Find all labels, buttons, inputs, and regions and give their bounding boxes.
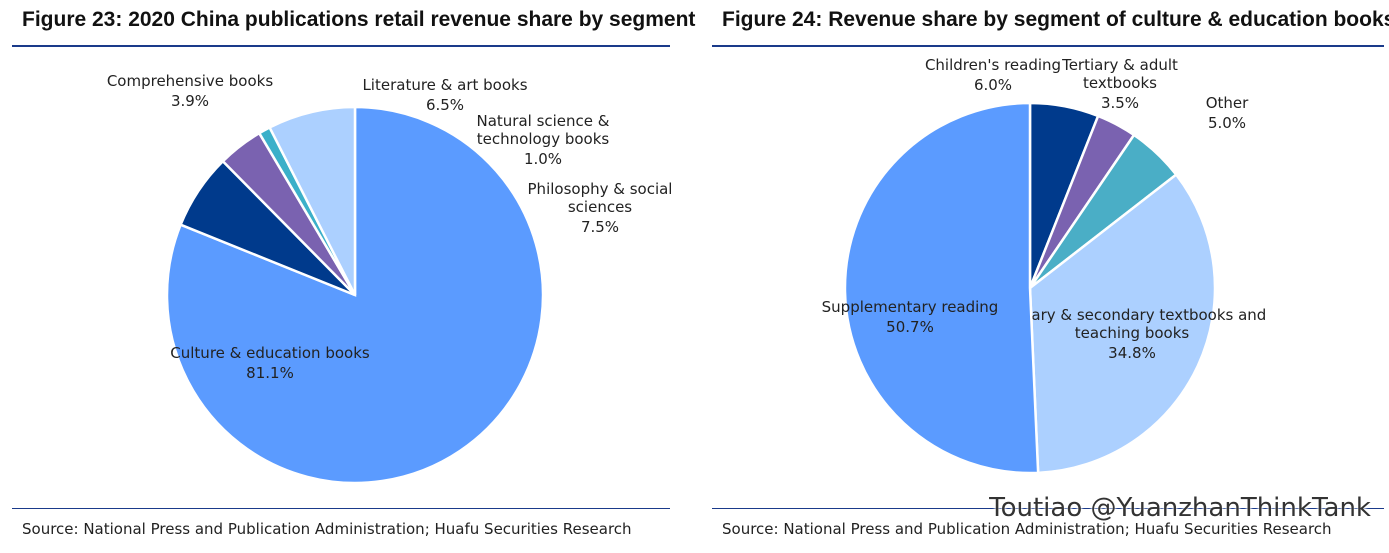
slice-label: Primary & secondary textbooks and teachin… (998, 306, 1267, 362)
title-underline (12, 45, 670, 47)
slice-value-label: 81.1% (246, 364, 294, 382)
slice-value-label: 6.0% (974, 76, 1012, 94)
slice-value-label: 5.0% (1208, 114, 1246, 132)
chart-panel-right: Figure 24: Revenue share by segment of c… (700, 0, 1389, 553)
slice-label: Other 5.0% (1206, 94, 1249, 132)
chart-panel-left: Figure 23: 2020 China publications retai… (0, 0, 695, 553)
slice-value-label: 7.5% (581, 218, 619, 236)
source-note: Source: National Press and Publication A… (22, 520, 632, 538)
pie-slice (1028, 172, 1217, 475)
slice-value-label: 34.8% (1108, 344, 1156, 362)
slice-label: Literature & art books 6.5% (362, 76, 527, 114)
slice-label: Tertiary & adult textbooks 3.5% (1061, 56, 1178, 112)
slice-label: Supplementary reading 50.7% (822, 298, 999, 336)
slice-label: Natural science & technology books 1.0% (476, 112, 609, 168)
pie-chart-education-books: Children's reading 6.0%Tertiary & adult te… (822, 56, 1267, 475)
pie-slice (267, 105, 357, 296)
slice-value-label: 3.9% (171, 92, 209, 110)
source-divider (12, 508, 670, 509)
slice-label: Philosophy & social sciences 7.5% (528, 180, 673, 236)
slice-label: Culture & education books 81.1% (170, 344, 370, 382)
chart-title: Figure 24: Revenue share by segment of c… (722, 8, 1389, 31)
title-underline (712, 45, 1384, 47)
pie-slice (843, 101, 1040, 475)
chart-title: Figure 23: 2020 China publications retai… (22, 8, 696, 31)
watermark: Toutiao @YuanzhanThinkTank (989, 493, 1371, 523)
source-divider (712, 508, 1384, 509)
slice-value-label: 50.7% (886, 318, 934, 336)
slice-label: Children's reading 6.0% (925, 56, 1061, 94)
slice-label: Comprehensive books 3.9% (107, 72, 274, 110)
slice-value-label: 6.5% (426, 96, 464, 114)
slice-value-label: 3.5% (1101, 94, 1139, 112)
source-note: Source: National Press and Publication A… (722, 520, 1332, 538)
pie-chart-retail-segments: Culture & education books 81.1% Literature… (107, 72, 673, 485)
slice-value-label: 1.0% (524, 150, 562, 168)
